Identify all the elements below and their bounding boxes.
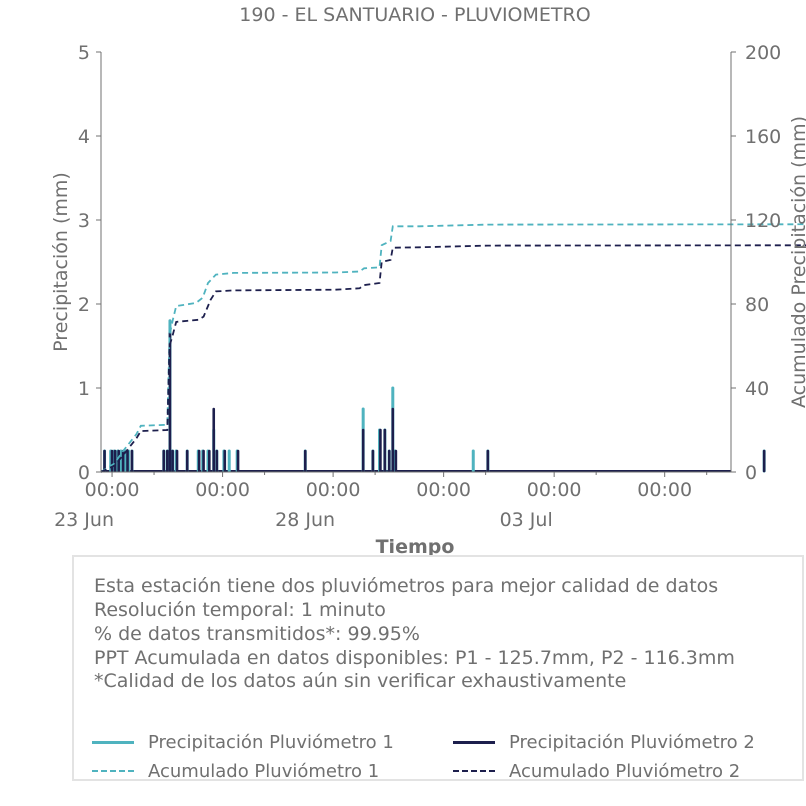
- accumulated-line: [100, 244, 806, 473]
- legend-item-precip-1[interactable]: Precipitación Pluviómetro 1: [92, 731, 394, 753]
- axes: 0 1 2 3 4 5 0 40 80 120 160 200 00:00 23 Jun 00:00 00:0…: [54, 42, 781, 531]
- legend-item-precip-2[interactable]: Precipitación Pluviómetro 2: [453, 731, 755, 753]
- info-stations-note: Esta estación tiene dos pluviómetros par…: [94, 575, 719, 597]
- y-axis-label: Precipitación (mm): [50, 172, 72, 352]
- y2-tick-label: 200: [745, 42, 781, 64]
- legend-label-precip-1: Precipitación Pluviómetro 1: [148, 731, 394, 753]
- legend-swatch-precip-2: [453, 740, 495, 744]
- y-tick-label: 5: [78, 42, 90, 64]
- x-date-label: 28 Jun: [275, 509, 335, 531]
- y2-tick-label: 80: [745, 294, 769, 316]
- y-tick-label: 4: [78, 126, 90, 148]
- x-tick-label: 00:00: [85, 479, 140, 501]
- legend-swatch-accum-1: [92, 770, 134, 772]
- info-quality-note: *Calidad de los datos aún sin verificar …: [94, 670, 627, 692]
- info-resolution: Resolución temporal: 1 minuto: [94, 599, 386, 621]
- chart-title: 190 - EL SANTUARIO - PLUVIOMETRO: [239, 4, 590, 26]
- y2-tick-label: 160: [745, 126, 781, 148]
- x-tick-label: 00:00: [527, 479, 582, 501]
- x-tick-label: 00:00: [306, 479, 361, 501]
- x-axis-label: Tiempo: [376, 536, 455, 558]
- legend-item-accum-1[interactable]: Acumulado Pluviómetro 1: [92, 760, 379, 782]
- x-date-label: 23 Jun: [54, 509, 114, 531]
- accumulated-line: [100, 223, 806, 473]
- info-transmitted: % de datos transmitidos*: 99.95%: [94, 623, 420, 645]
- x-tick-label: 00:00: [637, 479, 692, 501]
- legend-swatch-precip-1: [92, 740, 134, 744]
- x-date-label: 03 Jul: [500, 509, 553, 531]
- legend-swatch-accum-2: [453, 770, 495, 772]
- y2-tick-label: 0: [745, 462, 757, 484]
- legend-item-accum-2[interactable]: Acumulado Pluviómetro 2: [453, 760, 740, 782]
- y-tick-label: 0: [78, 462, 90, 484]
- x-tick-label: 00:00: [416, 479, 471, 501]
- y2-axis-label: Acumulado Precipitación (mm): [788, 116, 806, 408]
- plot-area: [100, 223, 806, 473]
- y-tick-label: 2: [78, 294, 90, 316]
- y-tick-label: 1: [78, 378, 90, 400]
- legend-label-precip-2: Precipitación Pluviómetro 2: [509, 731, 755, 753]
- x-tick-label: 00:00: [195, 479, 250, 501]
- info-accumulated: PPT Acumulada en datos disponibles: P1 -…: [94, 647, 735, 669]
- y2-tick-label: 40: [745, 378, 769, 400]
- chart: 190 - EL SANTUARIO - PLUVIOMETRO 0123450…: [50, 4, 806, 558]
- y2-tick-label: 120: [745, 210, 781, 232]
- info-box: Esta estación tiene dos pluviómetros par…: [72, 555, 804, 782]
- legend-label-accum-2: Acumulado Pluviómetro 2: [509, 760, 741, 782]
- legend-label-accum-1: Acumulado Pluviómetro 1: [148, 760, 380, 782]
- y-tick-label: 3: [78, 210, 90, 232]
